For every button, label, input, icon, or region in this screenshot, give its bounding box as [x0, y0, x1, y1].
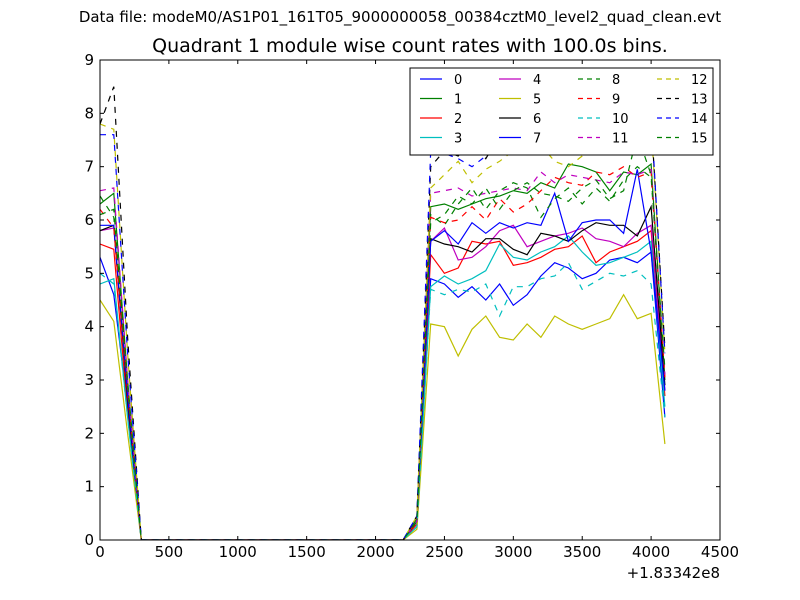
x-tick-label: 1000	[219, 543, 257, 561]
legend-label-4: 4	[533, 73, 541, 88]
series-line-15	[100, 132, 666, 540]
legend-label-14: 14	[691, 112, 708, 127]
series-line-1	[100, 162, 666, 540]
legend-label-5: 5	[533, 93, 541, 108]
series-line-3	[100, 235, 666, 540]
x-tick-label: 500	[155, 543, 184, 561]
x-tick-label: 4000	[632, 543, 670, 561]
series-line-6	[100, 204, 666, 540]
y-tick-label: 8	[84, 104, 94, 122]
y-tick-label: 6	[84, 211, 94, 229]
legend-label-11: 11	[612, 132, 629, 147]
legend-label-2: 2	[454, 112, 462, 127]
series-line-9	[100, 165, 666, 540]
x-tick-label: 2000	[356, 543, 394, 561]
y-tick-label: 0	[84, 531, 94, 549]
series-line-10	[100, 261, 666, 540]
y-tick-label: 4	[84, 318, 94, 336]
series-line-5	[100, 293, 666, 540]
x-tick-label: 3000	[494, 543, 532, 561]
legend-label-6: 6	[533, 112, 541, 127]
chart-title: Quadrant 1 module wise count rates with …	[152, 35, 668, 57]
series-line-4	[100, 224, 666, 540]
x-tick-label: 2500	[425, 543, 463, 561]
legend-label-9: 9	[612, 93, 620, 108]
legend-label-1: 1	[454, 93, 462, 108]
y-tick-label: 9	[84, 51, 94, 69]
legend-label-3: 3	[454, 132, 462, 147]
legend-box	[409, 67, 714, 156]
legend-label-15: 15	[691, 132, 708, 147]
series-line-2	[100, 229, 666, 540]
series-lines	[100, 86, 666, 540]
series-line-14	[100, 112, 666, 540]
legend-label-12: 12	[691, 73, 708, 88]
legend-label-10: 10	[612, 112, 629, 127]
x-tick-label: 1500	[288, 543, 326, 561]
x-offset-label: +1.83342e8	[627, 564, 720, 582]
plot-frame	[99, 59, 721, 541]
y-tick-label: 3	[84, 371, 94, 389]
axis-ticks: 0 500 1000 1500 2000 2500 3000 3500 4000 45000123…	[84, 51, 739, 561]
x-tick-label: 3500	[563, 543, 601, 561]
legend-label-8: 8	[612, 73, 620, 88]
figure-suptitle: Data file: modeM0/AS1P01_161T05_90000000…	[78, 8, 722, 26]
legend-label-13: 13	[691, 93, 708, 108]
y-tick-label: 7	[84, 158, 94, 176]
x-tick-label: 4500	[701, 543, 739, 561]
series-line-8	[100, 165, 666, 540]
y-tick-label: 2	[84, 424, 94, 442]
series-line-12	[100, 122, 666, 540]
series-line-7	[100, 169, 666, 540]
legend-label-0: 0	[454, 73, 462, 88]
series-line-0	[100, 250, 666, 540]
y-tick-label: 5	[84, 264, 94, 282]
y-tick-label: 1	[84, 478, 94, 496]
legend-label-7: 7	[533, 132, 541, 147]
x-tick-label: 0	[95, 543, 105, 561]
